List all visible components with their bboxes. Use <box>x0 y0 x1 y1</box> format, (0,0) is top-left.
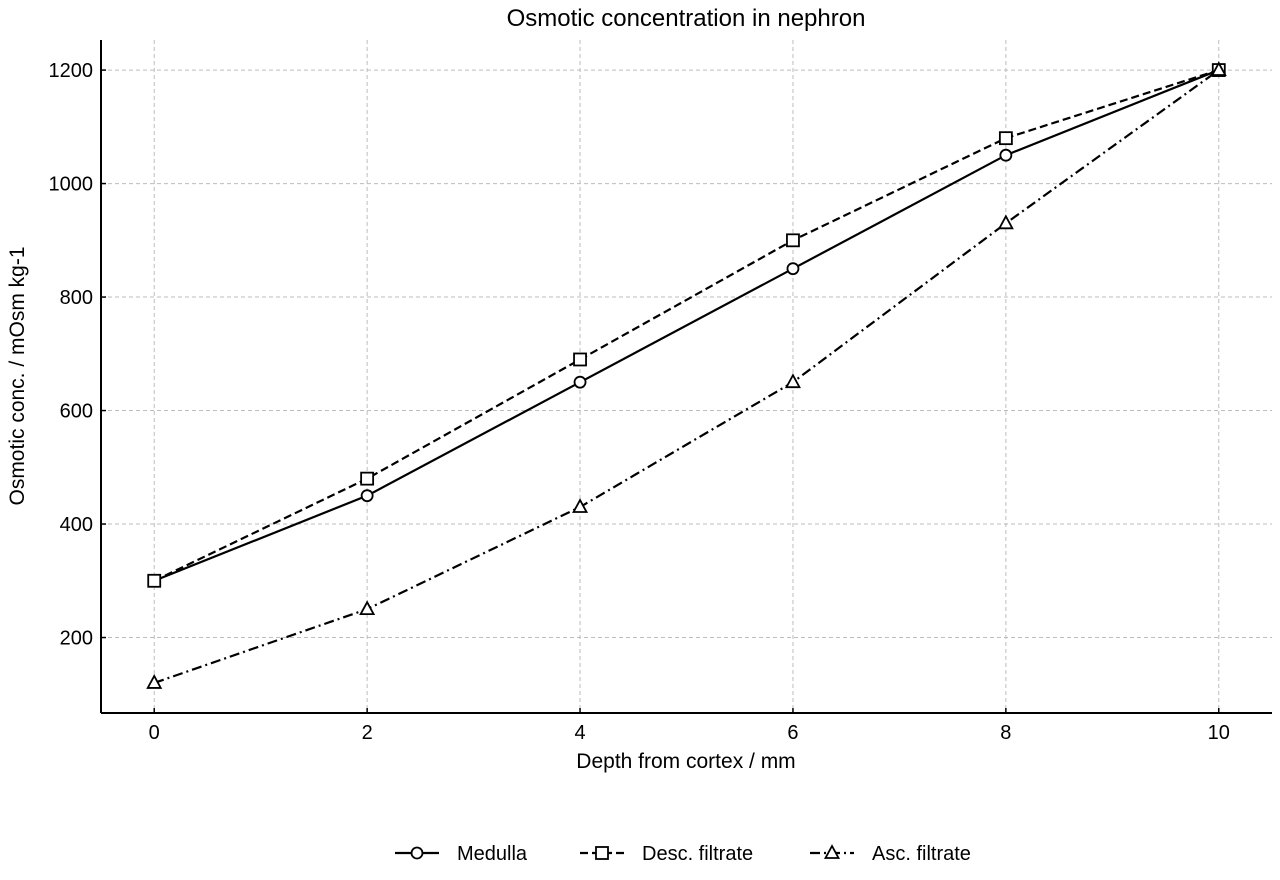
data-point <box>786 233 800 248</box>
legend: Medulla Desc. filtrate Asc. filtrate <box>395 843 971 865</box>
x-tick-label: 4 <box>574 722 585 744</box>
y-tick-label: 200 <box>60 628 93 650</box>
data-point <box>784 373 801 389</box>
series-asc-filtrate <box>146 61 1227 689</box>
x-axis-label: Depth from cortex / mm <box>576 750 795 773</box>
chart-title: Osmotic concentration in nephron <box>507 5 866 32</box>
legend-entry: Medulla <box>395 843 528 865</box>
y-tick-label: 600 <box>60 401 93 423</box>
legend-entry: Asc. filtrate <box>810 843 971 865</box>
legend-marker <box>595 846 609 860</box>
y-axis-label: Osmotic conc. / mOsm kg-1 <box>6 246 29 505</box>
data-point <box>146 674 163 689</box>
y-tick-label: 400 <box>60 514 93 536</box>
data-point <box>572 498 589 513</box>
data-point <box>573 352 587 367</box>
series-medulla <box>147 63 1226 588</box>
legend-label: Medulla <box>457 843 528 865</box>
legend-entry: Desc. filtrate <box>580 843 753 865</box>
x-tick-label: 6 <box>787 722 798 744</box>
data-point <box>1210 61 1227 76</box>
y-tick-label: 1000 <box>49 174 94 196</box>
legend-label: Asc. filtrate <box>872 843 971 865</box>
data-point <box>786 262 800 276</box>
data-point <box>359 600 376 616</box>
legend-label: Desc. filtrate <box>642 843 753 865</box>
y-tick-label: 800 <box>60 287 93 309</box>
axes: 0 2 4 6 8 10 200 400 600 800 1000 1200 <box>49 40 1272 744</box>
data-point <box>998 131 1013 146</box>
legend-marker <box>410 846 424 860</box>
data-point <box>997 214 1014 230</box>
x-tick-label: 0 <box>149 722 160 744</box>
x-tick-label: 8 <box>1000 722 1011 744</box>
data-point <box>147 573 162 588</box>
series-line <box>153 69 1220 582</box>
data-point <box>999 148 1013 162</box>
data-point <box>573 375 587 389</box>
x-tick-label: 2 <box>362 722 373 744</box>
series-line <box>153 69 1220 582</box>
series-lines <box>146 61 1227 689</box>
legend-marker <box>823 844 841 859</box>
x-tick-label: 10 <box>1208 722 1230 744</box>
grid-lines <box>101 40 1272 713</box>
y-tick-label: 1200 <box>49 60 94 82</box>
data-point <box>360 471 375 486</box>
series-line <box>153 69 1220 684</box>
data-point <box>360 489 374 503</box>
